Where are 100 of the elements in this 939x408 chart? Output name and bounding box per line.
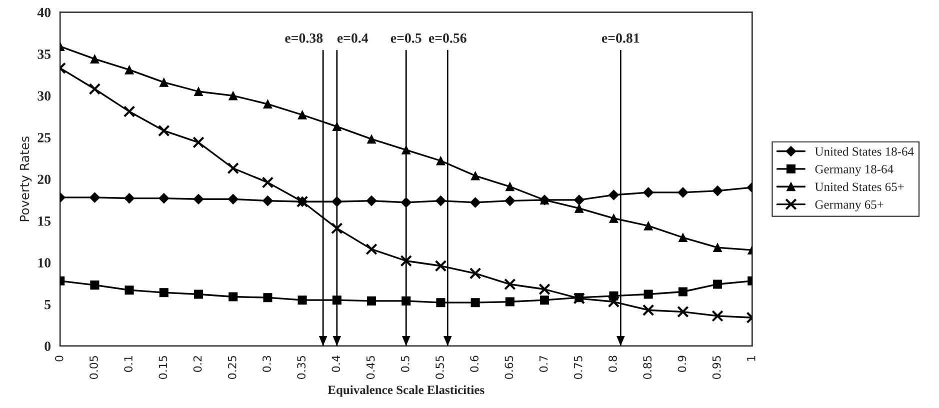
point: [609, 214, 618, 223]
point: [367, 296, 376, 306]
point: [331, 222, 343, 234]
point: [712, 186, 723, 196]
y-tick-label: 35: [38, 50, 51, 59]
x-tick-label: 0.8: [608, 356, 617, 372]
legend-label: Germany 65+: [815, 200, 884, 212]
x-axis-title: Equivalence Scale Elasticities: [328, 385, 484, 397]
point: [540, 296, 550, 305]
point: [436, 156, 446, 166]
point: [678, 187, 688, 198]
point: [90, 54, 100, 64]
y-tick-label: 5: [44, 300, 51, 310]
legend-label: Germany 18-64: [815, 164, 894, 176]
point: [124, 286, 134, 295]
x-tick-label: 0.25: [228, 356, 236, 380]
point: [159, 288, 168, 298]
ref-line-label: e=0.5: [390, 33, 422, 43]
point: [678, 287, 688, 296]
point: [89, 192, 100, 203]
legend-label: United States 18-64: [814, 146, 914, 156]
x-tick-label: 0.2: [193, 356, 202, 372]
y-tick-label: 40: [37, 8, 51, 18]
y-tick-label: 10: [38, 258, 51, 268]
point: [367, 134, 376, 144]
point: [192, 136, 204, 148]
point: [436, 298, 446, 308]
y-tick-label: 25: [38, 133, 51, 142]
point: [366, 196, 377, 206]
point: [123, 106, 136, 118]
x-tick-label: 0.9: [678, 356, 686, 372]
x-tick-label: 0.65: [504, 356, 514, 380]
point: [158, 193, 170, 204]
point: [263, 100, 272, 109]
y-tick-label: 15: [38, 216, 51, 226]
y-tick-label: 30: [38, 91, 51, 101]
point: [678, 233, 688, 242]
point: [366, 243, 378, 256]
x-tick-label: 1: [747, 356, 756, 361]
point: [124, 193, 135, 204]
point: [228, 194, 238, 204]
point: [643, 187, 654, 198]
x-tick-label: 0.85: [643, 356, 652, 380]
point: [644, 290, 653, 299]
point: [504, 278, 516, 290]
x-tick-label: 0.35: [297, 356, 306, 380]
y-tick-label: 0: [44, 342, 51, 351]
point: [608, 190, 619, 200]
point: [644, 221, 653, 230]
point: [227, 162, 240, 174]
x-tick-label: 0.45: [366, 356, 375, 380]
x-tick-label: 0.1: [124, 356, 133, 372]
point: [262, 176, 274, 188]
point: [470, 171, 480, 180]
point: [88, 83, 101, 95]
x-tick-label: 0.95: [712, 356, 721, 380]
point: [538, 283, 550, 296]
point: [194, 290, 204, 299]
point: [608, 296, 620, 308]
ref-line-label: e=0.56: [428, 33, 466, 43]
point: [470, 298, 480, 308]
point: [158, 124, 170, 137]
point: [505, 297, 514, 306]
point: [194, 86, 204, 96]
legend-label: United States 65+: [814, 182, 904, 192]
point: [298, 296, 307, 305]
point: [470, 197, 481, 208]
y-tick-label: 20: [38, 174, 51, 184]
x-tick-label: 0.4: [332, 356, 340, 372]
point: [713, 280, 722, 289]
point: [574, 204, 584, 213]
point: [712, 310, 724, 322]
x-tick-label: 0.15: [158, 356, 168, 380]
x-tick-label: 0.05: [90, 356, 98, 380]
x-tick-label: 0.7: [539, 356, 548, 372]
point: [159, 78, 168, 87]
point: [505, 182, 514, 192]
point: [90, 280, 100, 290]
x-tick-label: 0.75: [574, 356, 582, 380]
x-tick-label: 0.6: [470, 356, 479, 372]
point: [677, 306, 689, 318]
point: [574, 194, 584, 206]
point: [228, 292, 238, 302]
x-tick-label: 0: [54, 356, 64, 362]
point: [262, 196, 273, 206]
x-tick-label: 0.3: [262, 356, 271, 372]
point: [434, 260, 447, 272]
ref-line-label: e=0.38: [285, 33, 323, 43]
point: [642, 304, 654, 316]
x-tick-label: 0.55: [436, 356, 444, 380]
point: [124, 65, 134, 74]
point: [228, 91, 238, 100]
point: [435, 196, 446, 206]
x-tick-label: 0.5: [400, 356, 410, 372]
point: [504, 196, 516, 206]
point: [193, 194, 204, 204]
ref-line-label: e=0.81: [602, 33, 640, 43]
point: [400, 254, 412, 267]
ref-line-label: e=0.4: [337, 33, 368, 43]
point: [298, 110, 307, 120]
